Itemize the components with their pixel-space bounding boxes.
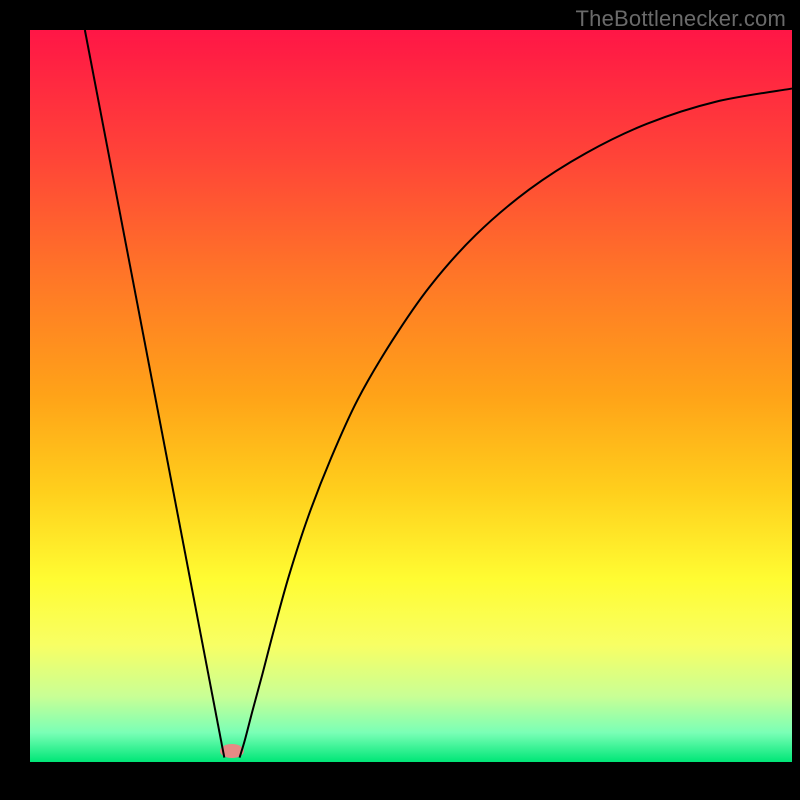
chart-container: TheBottlenecker.com (0, 0, 800, 800)
chart-svg (0, 0, 800, 800)
plot-background (30, 30, 792, 762)
watermark-text: TheBottlenecker.com (576, 6, 786, 32)
